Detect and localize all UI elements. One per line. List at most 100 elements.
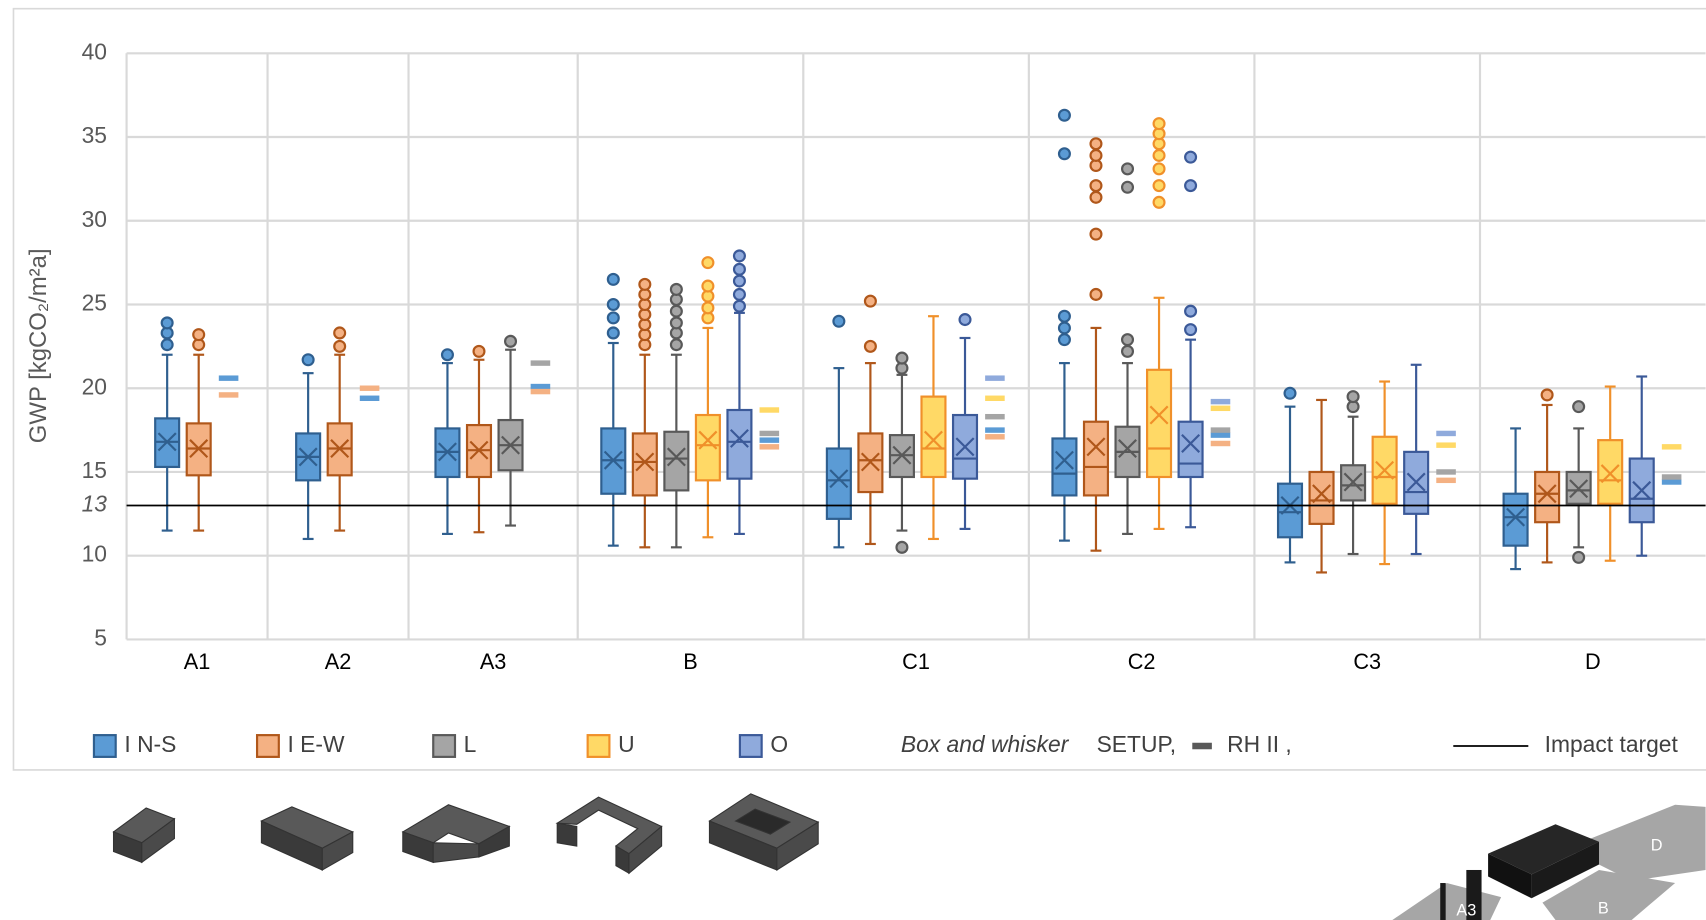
outlier	[1122, 182, 1133, 193]
legend-label: O	[770, 731, 788, 757]
outlier	[639, 279, 650, 290]
rh-marker	[1436, 431, 1456, 436]
rh-marker	[760, 444, 780, 449]
box-plot	[633, 279, 657, 547]
outlier	[1122, 163, 1133, 174]
box	[1052, 438, 1076, 495]
rh-marker	[985, 427, 1005, 432]
legend-label: I N-S	[124, 731, 176, 757]
x-tick-label: C1	[902, 649, 930, 674]
outlier	[734, 276, 745, 287]
outlier	[608, 312, 619, 323]
outlier	[702, 302, 713, 313]
rh-marker	[219, 392, 239, 397]
outlier	[1154, 180, 1165, 191]
rh-marker	[1211, 406, 1231, 411]
box-plot	[1310, 400, 1334, 572]
rh-marker	[1211, 399, 1231, 404]
legend-target-label: Impact target	[1545, 731, 1679, 757]
legend-swatch	[257, 735, 279, 757]
outlier	[734, 289, 745, 300]
box-plot	[1084, 138, 1108, 550]
box	[1598, 440, 1622, 504]
rh-marker	[1662, 479, 1682, 484]
box	[1504, 494, 1528, 546]
outlier	[1091, 192, 1102, 203]
rh-marker	[760, 437, 780, 442]
outlier	[1154, 118, 1165, 129]
box	[1535, 472, 1559, 522]
box-plot	[296, 354, 320, 539]
rh-marker	[1211, 427, 1231, 432]
box	[1310, 472, 1334, 524]
x-tick-label: C2	[1128, 649, 1156, 674]
box-plot	[1373, 382, 1397, 565]
x-tick-label: D	[1585, 649, 1601, 674]
outlier	[1573, 552, 1584, 563]
rh-marker	[531, 360, 551, 365]
outlier	[865, 341, 876, 352]
rh-marker	[985, 414, 1005, 419]
outlier	[865, 296, 876, 307]
box-plot	[1404, 365, 1428, 554]
box	[633, 433, 657, 495]
box-plot	[1567, 401, 1591, 563]
legend-note-italic: Box and whisker	[901, 731, 1070, 757]
rh-marker	[1436, 469, 1456, 474]
outlier	[1185, 180, 1196, 191]
box-plot	[1504, 428, 1528, 569]
outlier	[671, 306, 682, 317]
box-plot	[328, 328, 352, 531]
box-plot	[1052, 110, 1076, 541]
outlier	[1154, 163, 1165, 174]
legend-swatch	[433, 735, 455, 757]
rh-marker	[985, 375, 1005, 380]
outlier	[1185, 306, 1196, 317]
site-label: A3	[1456, 902, 1476, 920]
x-tick-label: A2	[325, 649, 352, 674]
outlier	[1285, 388, 1296, 399]
box-plot	[858, 296, 882, 544]
y-tick-label: 20	[82, 373, 107, 399]
box	[827, 449, 851, 519]
box	[664, 432, 688, 491]
outlier	[303, 354, 314, 365]
outlier	[671, 339, 682, 350]
outlier	[1542, 389, 1553, 400]
outlier	[1091, 150, 1102, 161]
outlier	[671, 317, 682, 328]
y-tick-label: 25	[82, 290, 107, 316]
y-tick-label: 15	[82, 457, 107, 483]
box-plot	[1630, 377, 1654, 556]
rh-marker	[219, 375, 239, 380]
outlier	[1348, 391, 1359, 402]
x-tick-label: A3	[480, 649, 507, 674]
outlier	[702, 281, 713, 292]
site-map: A3 B D	[1392, 805, 1705, 920]
box-plot	[1147, 118, 1171, 529]
rh-marker	[1662, 444, 1682, 449]
site-label: B	[1598, 899, 1609, 917]
outlier	[671, 284, 682, 295]
rh-marker	[531, 389, 551, 394]
legend-rh-swatch	[1192, 743, 1212, 750]
outlier	[1091, 180, 1102, 191]
box-plot	[827, 316, 851, 548]
outlier	[193, 329, 204, 340]
outlier	[1154, 150, 1165, 161]
box-plot	[1179, 152, 1203, 528]
outlier	[896, 542, 907, 553]
outlier	[474, 346, 485, 357]
y-axis-label: GWP [kgCO₂/m²a]	[25, 248, 52, 443]
box-plot	[953, 314, 977, 529]
target-tick-label: 13	[82, 490, 108, 516]
outlier	[442, 349, 453, 360]
rh-marker	[360, 396, 380, 401]
y-tick-label: 10	[82, 541, 107, 567]
box-plot	[1278, 388, 1302, 563]
outlier	[1059, 148, 1070, 159]
box	[1278, 484, 1302, 538]
rh-marker	[985, 434, 1005, 439]
legend-swatch	[588, 735, 610, 757]
box-plot	[696, 257, 720, 537]
